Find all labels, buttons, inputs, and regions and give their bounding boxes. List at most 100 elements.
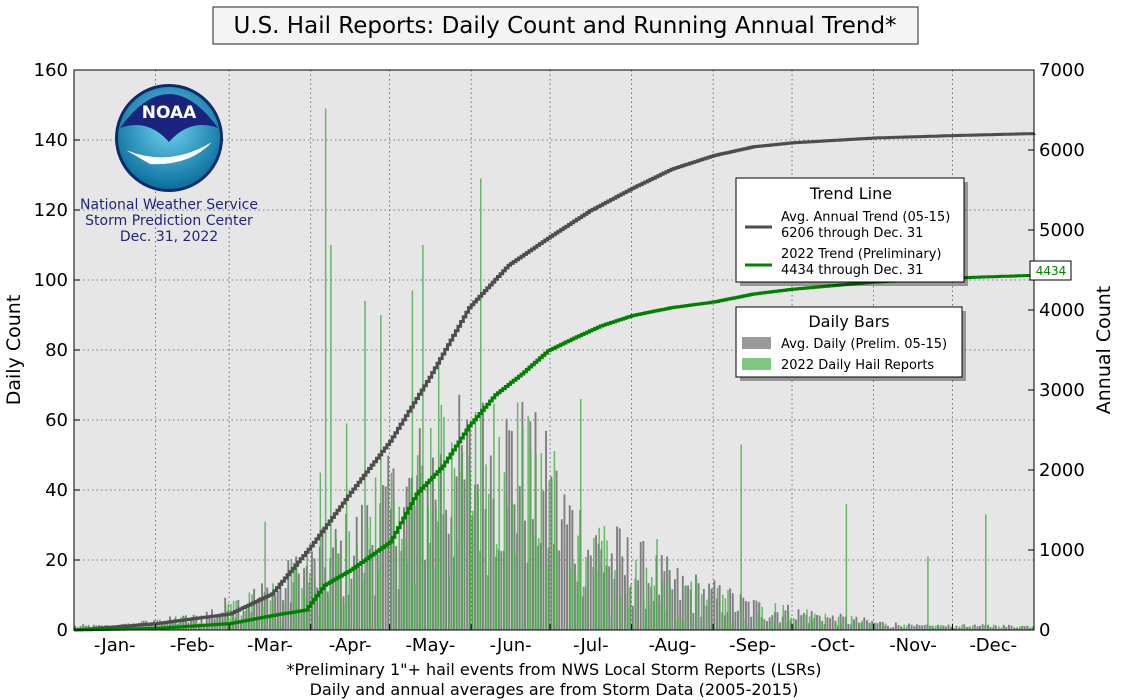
current-daily-bar bbox=[324, 108, 327, 630]
avg-daily-bar bbox=[676, 567, 679, 630]
y2-tick-label: 2000 bbox=[1039, 460, 1085, 481]
avg-daily-bar bbox=[568, 505, 571, 630]
avg-daily-bar bbox=[626, 537, 629, 630]
avg-daily-bar bbox=[284, 588, 287, 630]
end-value-label: 4434 bbox=[1036, 264, 1067, 278]
current-daily-bar bbox=[548, 480, 550, 630]
current-daily-bar bbox=[906, 625, 908, 630]
current-daily-bar bbox=[932, 628, 934, 630]
y-tick-label: 80 bbox=[45, 340, 68, 361]
avg-daily-bar bbox=[826, 617, 829, 630]
avg-daily-bar bbox=[637, 580, 640, 630]
current-daily-bar bbox=[506, 506, 508, 630]
current-daily-bar bbox=[845, 504, 848, 630]
current-daily-bar bbox=[295, 561, 298, 630]
avg-daily-bar bbox=[360, 504, 363, 630]
y2-tick-label: 4000 bbox=[1039, 300, 1085, 321]
current-daily-bar bbox=[537, 538, 540, 630]
current-daily-bar bbox=[771, 623, 774, 630]
current-daily-bar bbox=[935, 625, 937, 630]
avg-daily-bar bbox=[737, 610, 739, 630]
current-daily-bar bbox=[861, 620, 863, 630]
current-daily-bar bbox=[540, 453, 543, 630]
x-tick-label: -Sep- bbox=[729, 635, 776, 656]
current-daily-bar bbox=[722, 594, 724, 630]
current-daily-bar bbox=[277, 621, 280, 630]
current-daily-bar bbox=[885, 623, 887, 630]
current-daily-bar bbox=[440, 404, 443, 630]
current-daily-bar bbox=[390, 472, 393, 630]
avg-daily-bar bbox=[524, 520, 526, 630]
current-daily-bar bbox=[900, 626, 903, 630]
current-daily-bar bbox=[251, 594, 253, 630]
current-daily-bar bbox=[940, 624, 942, 630]
x-tick-label: -Feb- bbox=[170, 635, 215, 656]
current-daily-bar bbox=[601, 540, 603, 630]
current-daily-bar bbox=[664, 610, 666, 630]
current-daily-bar bbox=[1029, 627, 1032, 630]
avg-daily-bar bbox=[797, 609, 800, 630]
avg-daily-bar bbox=[889, 627, 892, 630]
current-daily-bar bbox=[661, 581, 664, 630]
avg-daily-bar bbox=[500, 551, 503, 630]
avg-daily-bar bbox=[311, 551, 313, 630]
avg-daily-bar bbox=[855, 616, 858, 630]
avg-daily-bar bbox=[839, 613, 842, 630]
current-daily-bar bbox=[656, 539, 658, 630]
current-daily-bar bbox=[314, 578, 316, 630]
avg-daily-bar bbox=[742, 597, 745, 630]
current-daily-bar bbox=[146, 623, 148, 630]
current-daily-bar bbox=[793, 618, 795, 630]
avg-daily-bar bbox=[831, 615, 834, 630]
current-daily-bar bbox=[969, 626, 971, 630]
avg-daily-bar bbox=[1007, 624, 1010, 630]
current-daily-bar bbox=[679, 618, 682, 630]
y-tick-label: 120 bbox=[34, 200, 68, 221]
current-daily-bar bbox=[459, 470, 461, 630]
avg-daily-bar bbox=[639, 541, 642, 630]
axis-ticks: 0 20 40 60 80 100 120 140 160 0 1000 2000 3000 4000 50… bbox=[34, 60, 1085, 656]
current-daily-bar bbox=[190, 617, 193, 630]
y-tick-label: 100 bbox=[34, 270, 68, 291]
avg-daily-bar bbox=[847, 623, 850, 630]
current-daily-bar bbox=[1016, 626, 1019, 630]
avg-daily-bar bbox=[610, 553, 613, 630]
avg-daily-bar bbox=[771, 615, 774, 630]
current-daily-bar bbox=[487, 493, 490, 630]
current-daily-bar bbox=[740, 444, 742, 630]
current-daily-bar bbox=[451, 442, 453, 630]
current-daily-bar bbox=[430, 427, 432, 630]
avg-daily-bar bbox=[266, 587, 269, 630]
avg-daily-bar bbox=[382, 485, 384, 630]
avg-daily-bar bbox=[542, 490, 545, 630]
current-daily-bar bbox=[556, 548, 558, 630]
avg-daily-bar bbox=[879, 621, 882, 630]
avg-daily-bar bbox=[910, 624, 913, 630]
current-daily-bar bbox=[456, 541, 458, 630]
current-daily-bar bbox=[369, 516, 372, 630]
logo-badge-text: NOAA bbox=[142, 103, 197, 123]
current-daily-bar bbox=[853, 620, 856, 630]
legend-bars-title: Daily Bars bbox=[808, 312, 889, 331]
avg-daily-bar bbox=[747, 601, 750, 630]
logo-cap bbox=[120, 94, 218, 142]
avg-daily-bar bbox=[673, 579, 676, 630]
avg-daily-bar bbox=[815, 614, 818, 630]
legend-cur-line-2: 4434 through Dec. 31 bbox=[781, 263, 923, 278]
current-daily-bar bbox=[427, 507, 429, 630]
avg-daily-bar bbox=[663, 571, 666, 630]
current-daily-bar bbox=[850, 616, 853, 630]
current-daily-bar bbox=[293, 562, 295, 630]
current-daily-bar bbox=[903, 624, 905, 630]
current-daily-bar bbox=[306, 551, 308, 630]
current-daily-bar bbox=[527, 415, 529, 630]
current-daily-bar bbox=[338, 553, 340, 630]
current-daily-bar bbox=[1003, 626, 1005, 630]
current-daily-bar bbox=[206, 623, 209, 630]
current-daily-bar bbox=[595, 571, 598, 630]
current-daily-bar bbox=[282, 602, 285, 630]
avg-daily-bar bbox=[710, 588, 713, 630]
legend-cur-line-1: 2022 Trend (Preliminary) bbox=[781, 247, 941, 262]
avg-daily-bar bbox=[871, 621, 874, 630]
current-daily-bar bbox=[614, 570, 616, 630]
